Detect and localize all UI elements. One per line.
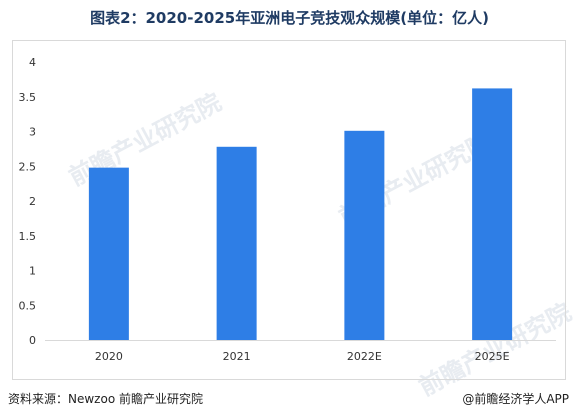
y-tick-label: 2.5 — [19, 160, 37, 173]
y-tick-label: 3 — [29, 126, 36, 139]
y-tick-label: 0 — [29, 334, 36, 347]
y-tick-label: 1 — [29, 265, 36, 278]
chart-frame — [12, 40, 566, 380]
y-tick-label: 2 — [29, 195, 36, 208]
y-tick-label: 1.5 — [19, 230, 37, 243]
x-tick-label: 2020 — [95, 350, 123, 363]
x-tick-label: 2025E — [475, 350, 510, 363]
y-tick-label: 4 — [29, 56, 36, 69]
bar — [216, 146, 257, 340]
source-note: 资料来源：Newzoo 前瞻产业研究院 — [8, 392, 203, 406]
x-tick-label: 2021 — [223, 350, 251, 363]
bar — [472, 88, 513, 340]
brand-credit: @前瞻经济学人APP — [462, 392, 569, 406]
y-tick-label: 0.5 — [19, 299, 37, 312]
y-tick-label: 3.5 — [19, 91, 37, 104]
bar — [88, 167, 129, 340]
x-tick-label: 2022E — [347, 350, 382, 363]
chart-title: 图表2：2020-2025年亚洲电子竞技观众规模(单位：亿人) — [90, 9, 489, 27]
bar — [344, 130, 385, 340]
